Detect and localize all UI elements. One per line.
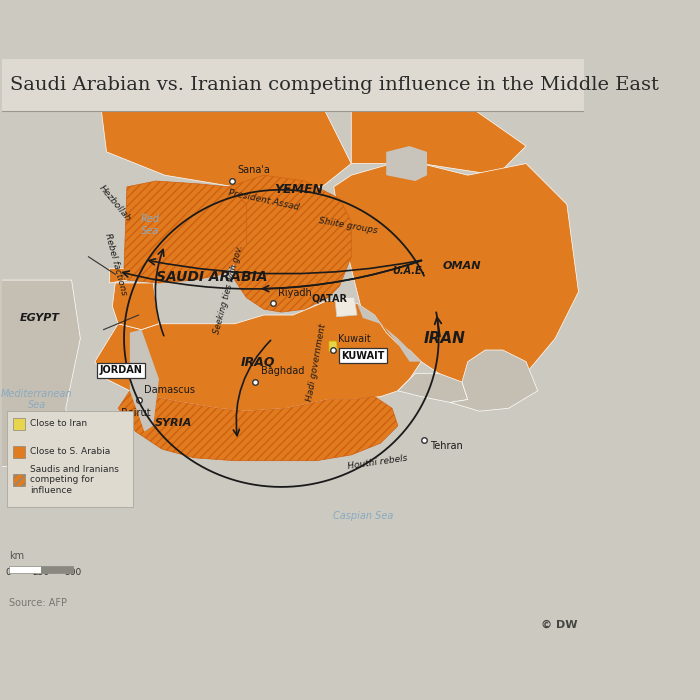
Text: OMAN: OMAN <box>442 260 481 270</box>
Bar <box>13 418 25 430</box>
Text: SAUDI ARABIA: SAUDI ARABIA <box>155 270 267 284</box>
Text: Caspian Sea: Caspian Sea <box>332 511 393 521</box>
Polygon shape <box>229 175 351 312</box>
Text: Source: AFP: Source: AFP <box>8 598 66 608</box>
Text: YEMEN: YEMEN <box>274 183 323 196</box>
Text: LEBANON: LEBANON <box>51 430 104 440</box>
Polygon shape <box>334 164 578 385</box>
Text: Baghdad: Baghdad <box>261 366 304 376</box>
Bar <box>8 411 133 508</box>
Text: Shiite groups: Shiite groups <box>318 216 379 235</box>
Text: KUWAIT: KUWAIT <box>341 351 384 360</box>
Text: Red
Sea: Red Sea <box>141 214 160 235</box>
Polygon shape <box>124 181 246 283</box>
Bar <box>13 446 25 458</box>
Polygon shape <box>113 283 159 330</box>
Text: QATAR: QATAR <box>312 294 348 304</box>
Text: Sana'a: Sana'a <box>237 165 270 175</box>
Text: km: km <box>8 551 24 561</box>
Polygon shape <box>329 342 337 351</box>
Text: Close to S. Arabia: Close to S. Arabia <box>29 447 110 456</box>
Polygon shape <box>109 268 127 283</box>
Text: Riyadh: Riyadh <box>279 288 312 298</box>
Text: © DW: © DW <box>541 620 578 630</box>
Polygon shape <box>351 105 526 175</box>
Bar <box>13 474 25 486</box>
Text: Saudis and Iranians
competing for
influence: Saudis and Iranians competing for influe… <box>29 465 118 495</box>
Polygon shape <box>130 330 159 432</box>
Text: EGYPT: EGYPT <box>20 313 60 323</box>
Text: 0: 0 <box>6 568 11 577</box>
Polygon shape <box>335 298 357 317</box>
Text: Houthi rebels: Houthi rebels <box>347 454 408 471</box>
Bar <box>1 59 584 111</box>
Bar <box>8 566 41 573</box>
Text: IRAQ: IRAQ <box>241 355 275 368</box>
Text: Saudi Arabian vs. Iranian competing influence in the Middle East: Saudi Arabian vs. Iranian competing infl… <box>10 76 659 94</box>
Text: Kuwait: Kuwait <box>338 334 371 344</box>
Text: Hadi government: Hadi government <box>305 323 328 402</box>
Polygon shape <box>357 303 421 362</box>
Text: JORDAN: JORDAN <box>99 365 143 375</box>
Polygon shape <box>118 391 398 461</box>
Text: IRAN: IRAN <box>424 331 466 346</box>
Polygon shape <box>1 280 81 466</box>
Polygon shape <box>398 373 468 402</box>
Text: Mediterranean
Sea: Mediterranean Sea <box>1 389 72 410</box>
Text: Beirut: Beirut <box>121 408 150 418</box>
Polygon shape <box>386 146 427 181</box>
Text: Close to Iran: Close to Iran <box>29 419 87 428</box>
Text: SYRIA: SYRIA <box>155 418 192 428</box>
Polygon shape <box>95 300 421 411</box>
Polygon shape <box>101 105 351 187</box>
Text: Hezbollah: Hezbollah <box>97 184 133 224</box>
Text: President Assad: President Assad <box>228 188 300 212</box>
Text: 250: 250 <box>32 568 49 577</box>
Text: Damascus: Damascus <box>144 385 195 395</box>
Polygon shape <box>450 350 538 411</box>
Text: 500: 500 <box>64 568 81 577</box>
Text: Tehran: Tehran <box>430 441 463 451</box>
Text: U.A.E.: U.A.E. <box>393 266 426 276</box>
Bar <box>41 566 73 573</box>
Text: Rebel factions: Rebel factions <box>103 232 128 297</box>
Text: Seeking ties with gov.: Seeking ties with gov. <box>213 244 245 335</box>
